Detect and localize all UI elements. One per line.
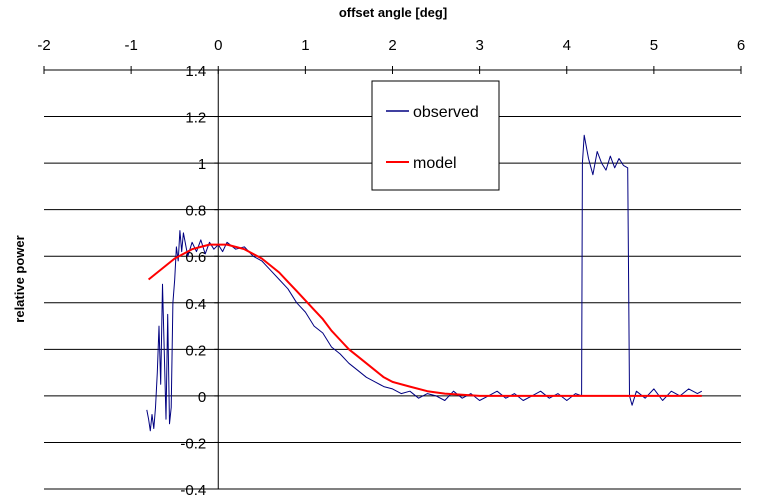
y-tick-label: -0.2 <box>180 435 206 452</box>
axes <box>43 66 742 490</box>
legend: observed model <box>371 80 500 191</box>
y-tick-label: 0 <box>198 389 206 406</box>
x-tick-label: 0 <box>214 37 222 54</box>
legend-model-label: model <box>413 155 457 172</box>
x-tick-label: 3 <box>475 37 483 54</box>
y-tick-label: 0.6 <box>185 249 206 266</box>
x-tick-label: 6 <box>737 37 745 54</box>
y-tick-label: 0.4 <box>185 296 206 313</box>
x-tick-label: 2 <box>388 37 396 54</box>
x-tick-label: 1 <box>301 37 309 54</box>
y-tick-label: 1 <box>198 156 206 173</box>
y-tick-label: 1.4 <box>185 63 206 80</box>
x-tick-label: -1 <box>124 37 137 54</box>
tick-labels: 1.4 1.2 1 0.8 0.6 0.4 0.2 0 -0.2 -0.4 -2 -1 0 1 2 3 4 5 6 <box>37 37 745 499</box>
x-tick-label: -2 <box>37 37 50 54</box>
series <box>146 134 703 432</box>
legend-observed-label: observed <box>413 104 479 121</box>
y-axis-title: relative power <box>12 235 27 322</box>
y-tick-label: 0.2 <box>185 342 206 359</box>
y-tick-label: 0.8 <box>185 203 206 220</box>
legend-box <box>371 80 500 191</box>
series-line-model <box>147 243 702 397</box>
x-tick-label: 5 <box>650 37 658 54</box>
x-axis-title: offset angle [deg] <box>339 5 447 20</box>
y-tick-label: 1.2 <box>185 110 206 127</box>
x-tick-label: 4 <box>563 37 571 54</box>
y-tick-label: -0.4 <box>180 482 206 499</box>
series-line-observed <box>146 134 703 432</box>
